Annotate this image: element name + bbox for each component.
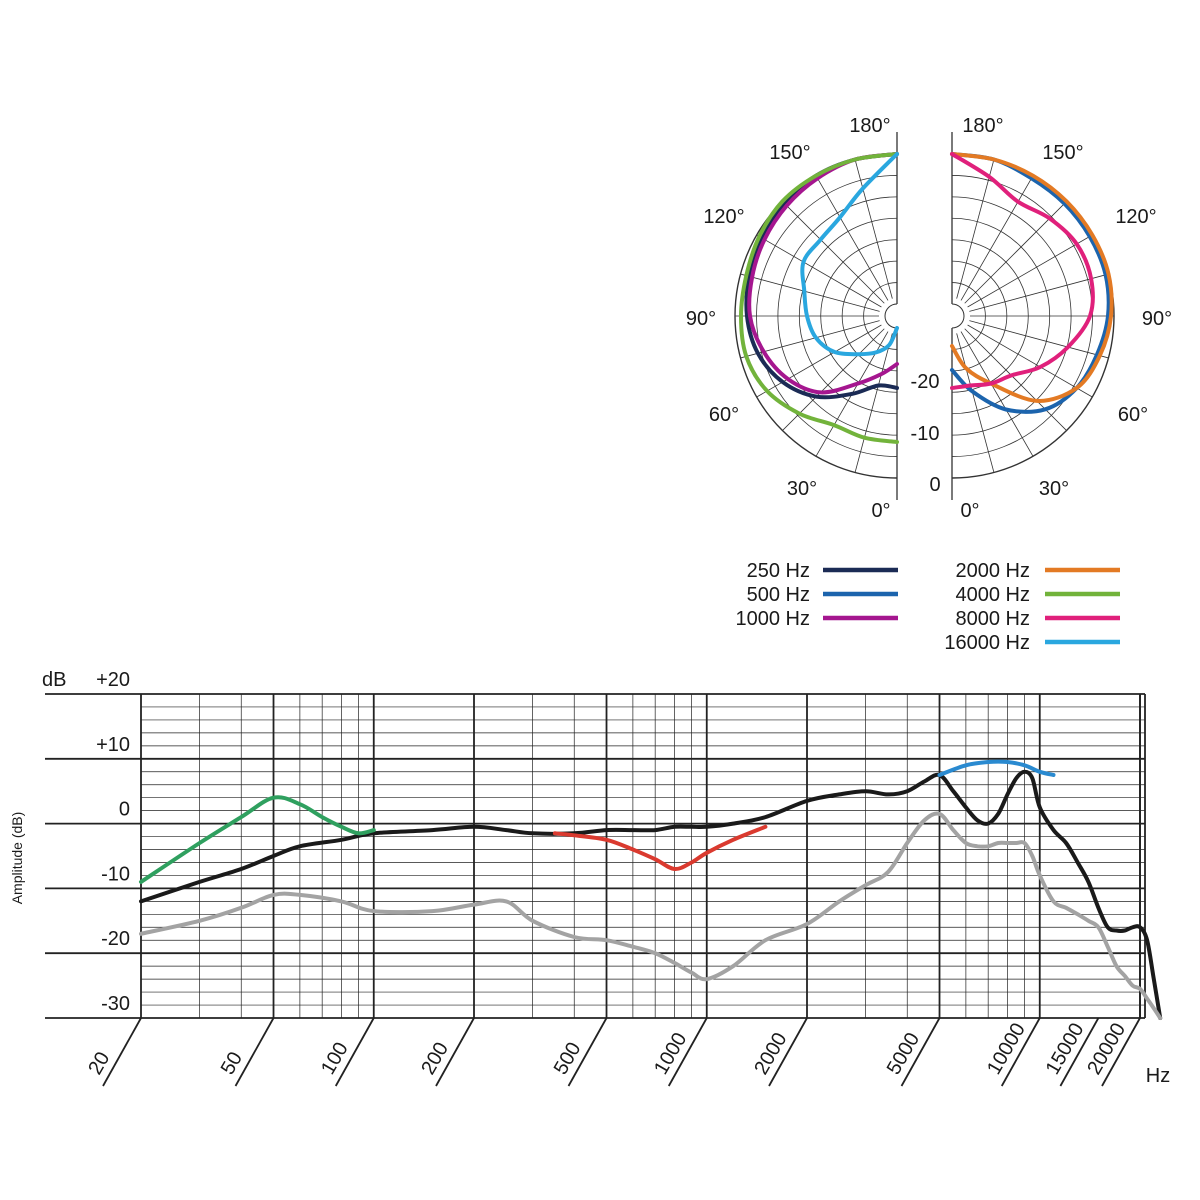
x-tick-leader (234, 1017, 275, 1087)
response-curve-3 (552, 824, 768, 872)
response-curve-2 (139, 795, 376, 884)
legend-label: 2000 Hz (956, 560, 1031, 582)
polar-spoke-right (967, 324, 1093, 398)
y-tick-label: -10 (101, 863, 130, 885)
y-tick-label: -30 (101, 993, 130, 1015)
y-tick-label: 0 (119, 799, 130, 821)
polar-spoke-left (782, 201, 885, 304)
x-tick-label: 5000 (883, 1029, 924, 1079)
x-tick-label: 2000 (750, 1029, 791, 1079)
polar-angle-label-left: 60° (709, 404, 739, 426)
legend-label: 4000 Hz (956, 584, 1031, 606)
polar-spoke-right (967, 234, 1093, 308)
x-tick-leader (768, 1017, 808, 1087)
polar-spoke-right (969, 320, 1109, 359)
response-curve-0 (139, 769, 1163, 1020)
legend-label: 16000 Hz (944, 632, 1030, 654)
polar-spoke-left (854, 333, 893, 473)
polar-spoke-right (969, 273, 1109, 312)
polar-center-right (951, 303, 965, 329)
x-tick-leader (102, 1017, 142, 1087)
polar-angle-label-right: 150° (1042, 142, 1083, 164)
polar-curve-1000hz (747, 152, 899, 395)
y-tick-label: +20 (96, 669, 130, 691)
polar-spoke-left (854, 159, 893, 299)
y-tick-label: -20 (101, 928, 130, 950)
response-curve-4 (937, 759, 1056, 777)
polar-spoke-right (964, 328, 1067, 431)
polar-radial-label: 0 (929, 474, 940, 496)
polar-labels: 180° 150° 120° 90° 60° 30° 0° 180° 150° 120° 90° 60… (686, 115, 1172, 522)
polar-angle-label-right: 60° (1118, 404, 1148, 426)
frequency-response-labels: 20 50 100 200 500 1000 2000 5000 10000 1500020000… (9, 669, 1170, 1087)
x-tick-leader (1101, 1017, 1141, 1087)
frequency-response-curves (139, 759, 1163, 1020)
polar-radial-label: -20 (911, 371, 940, 393)
polar-spoke-right (956, 333, 995, 473)
x-tick-label: 500 (550, 1039, 586, 1079)
polar-spoke-right (960, 175, 1034, 301)
frequency-response-grid (45, 693, 1146, 1087)
polar-angle-label-left: 120° (703, 206, 744, 228)
polar-spoke-left (756, 324, 882, 398)
polar-curve-8000hz (950, 152, 1095, 390)
polar-spoke-left (740, 273, 880, 312)
polar-grid (734, 132, 1115, 500)
polar-spoke-right (956, 159, 995, 299)
polar-curves (739, 152, 1114, 444)
polar-radial-label: -10 (911, 423, 940, 445)
polar-center-left (884, 303, 898, 329)
legend-label: 8000 Hz (956, 608, 1031, 630)
x-tick-leader (1000, 1017, 1041, 1087)
polar-angle-label-left: 0° (871, 500, 890, 522)
polar-angle-label-left: 90° (686, 308, 716, 330)
polar-curve-16000hz (800, 152, 899, 357)
polar-curve-500hz (950, 152, 1111, 414)
polar-spoke-left (756, 234, 882, 308)
polar-curve-2000hz (950, 152, 1114, 403)
y-axis-label: Amplitude (dB) (9, 812, 25, 905)
polar-angle-label-right: 120° (1115, 206, 1156, 228)
legend-label: 1000 Hz (736, 608, 811, 630)
polar-angle-label-right: 180° (962, 115, 1003, 137)
x-tick-label: 1000 (650, 1029, 691, 1079)
x-tick-leader (900, 1017, 941, 1087)
polar-angle-label-left: 30° (787, 478, 817, 500)
x-tick-label: 100 (317, 1039, 353, 1079)
y-unit-label: dB (42, 669, 66, 691)
x-tick-label: 200 (417, 1039, 453, 1079)
polar-angle-label-right: 30° (1039, 478, 1069, 500)
polar-angle-label-left: 180° (849, 115, 890, 137)
polar-spoke-right (964, 201, 1067, 304)
x-unit-label: Hz (1146, 1065, 1170, 1087)
x-tick-leader (567, 1017, 608, 1087)
x-tick-leader (1059, 1017, 1100, 1087)
x-tick-leader (667, 1017, 708, 1087)
y-tick-label: +10 (96, 734, 130, 756)
x-tick-leader (435, 1017, 475, 1087)
legend-label: 250 Hz (747, 560, 810, 582)
polar-angle-label-right: 0° (960, 500, 979, 522)
legend-label: 500 Hz (747, 584, 810, 606)
polar-spoke-left (815, 175, 889, 301)
polar-curve-4000hz (739, 152, 899, 444)
polar-spoke-right (960, 331, 1034, 457)
polar-angle-label-right: 90° (1142, 308, 1172, 330)
polar-angle-label-left: 150° (769, 142, 810, 164)
x-tick-leader (334, 1017, 375, 1087)
response-curve-1 (139, 811, 1163, 1020)
